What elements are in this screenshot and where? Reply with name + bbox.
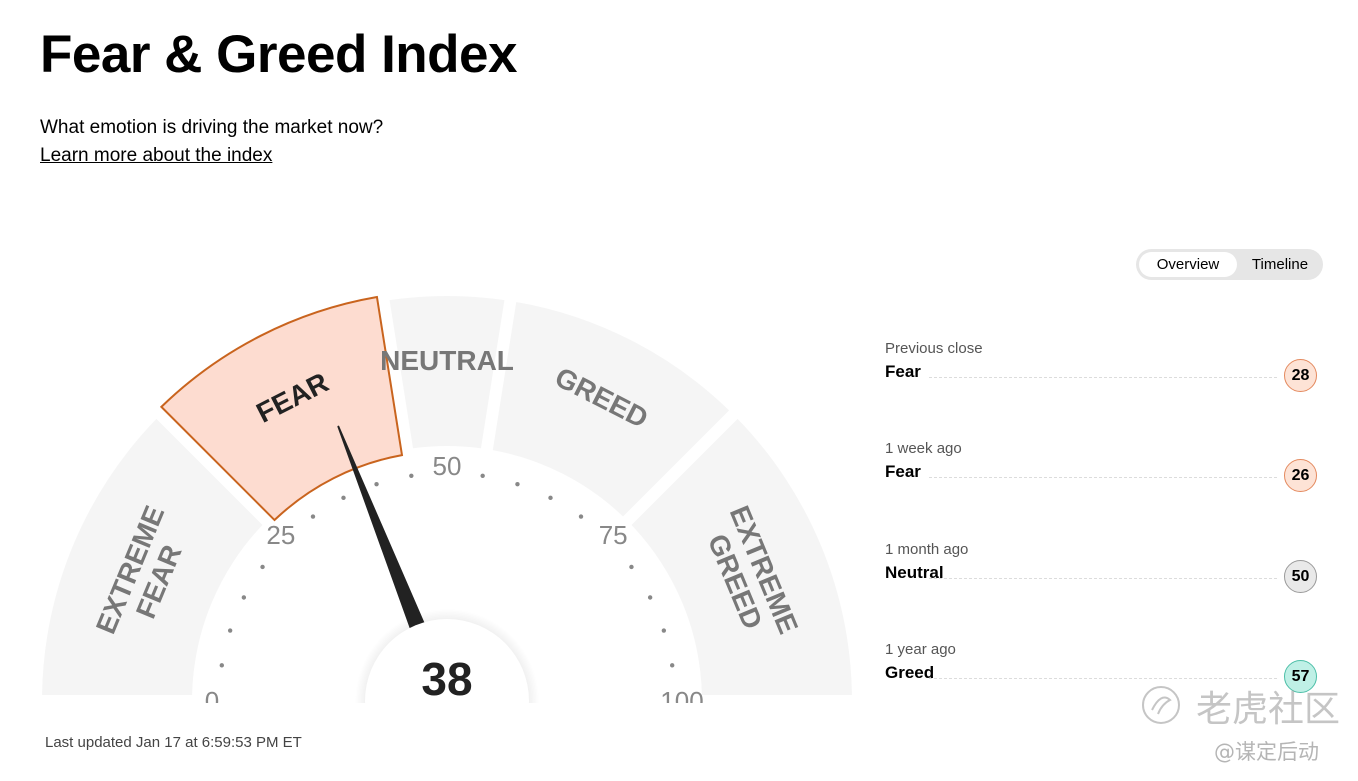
gauge-scale-label: 50 xyxy=(433,451,462,481)
watermark-handle: @谋定后动 xyxy=(1214,740,1319,764)
history-period: 1 year ago xyxy=(885,641,956,658)
page-title: Fear & Greed Index xyxy=(40,25,518,84)
gauge-tick xyxy=(548,495,553,501)
gauge-scale-label: 25 xyxy=(266,520,295,550)
history-divider xyxy=(929,578,1277,579)
gauge-tick xyxy=(341,495,346,501)
history-value-badge: 28 xyxy=(1284,359,1317,392)
gauge-tick xyxy=(219,663,225,668)
last-updated: Last updated Jan 17 at 6:59:53 PM ET xyxy=(45,734,302,751)
history-divider xyxy=(929,477,1277,478)
gauge-tick xyxy=(260,564,265,570)
gauge-tick xyxy=(227,628,233,633)
history-period: Previous close xyxy=(885,340,983,357)
history-value-badge: 26 xyxy=(1284,459,1317,492)
history-period: 1 month ago xyxy=(885,541,969,558)
gauge-tick xyxy=(629,564,634,570)
history-value-badge: 57 xyxy=(1284,660,1317,693)
page-subtitle: What emotion is driving the market now? xyxy=(40,117,384,138)
gauge-value: 38 xyxy=(421,653,472,705)
gauge-tick xyxy=(515,481,520,487)
history-divider xyxy=(929,678,1277,679)
history-value-badge: 50 xyxy=(1284,560,1317,593)
view-toggle: Overview Timeline xyxy=(1136,249,1323,280)
gauge-segment-extreme-greed xyxy=(631,418,852,696)
gauge-segment-greed xyxy=(492,301,730,517)
gauge-scale-label: 75 xyxy=(599,520,628,550)
gauge-segment-fear xyxy=(159,295,404,522)
history-rating: Greed xyxy=(885,663,935,682)
history-rating: Fear xyxy=(885,462,921,481)
gauge-label-neutral: NEUTRAL xyxy=(380,345,514,376)
history-period: 1 week ago xyxy=(885,440,962,457)
gauge-tick xyxy=(661,628,667,633)
gauge-tick xyxy=(669,663,675,668)
history-row-1-week: 1 week ago Fear 26 xyxy=(885,440,1323,510)
history-rating: Neutral xyxy=(885,563,944,582)
gauge-baseline-mask xyxy=(0,703,900,781)
gauge-tick xyxy=(647,595,653,600)
gauge-tick xyxy=(578,514,584,519)
history-row-1-year: 1 year ago Greed 57 xyxy=(885,641,1323,711)
gauge-tick xyxy=(480,473,485,479)
gauge-tick xyxy=(241,595,247,600)
history-rating: Fear xyxy=(885,362,921,381)
gauge-segment-extreme-fear xyxy=(42,418,263,696)
gauge-segment-neutral xyxy=(389,296,505,449)
gauge-tick xyxy=(374,481,379,487)
learn-more-link[interactable]: Learn more about the index xyxy=(40,145,273,166)
tab-overview[interactable]: Overview xyxy=(1139,252,1237,277)
history-divider xyxy=(929,377,1277,378)
history-row-1-month: 1 month ago Neutral 50 xyxy=(885,541,1323,611)
history-row-previous-close: Previous close Fear 28 xyxy=(885,340,1323,410)
gauge-tick xyxy=(409,473,414,479)
gauge-tick xyxy=(310,514,316,519)
tab-timeline[interactable]: Timeline xyxy=(1251,256,1309,273)
watermark-brand: 老虎社区 xyxy=(1196,689,1341,730)
watermark-logo-icon xyxy=(1142,686,1180,724)
